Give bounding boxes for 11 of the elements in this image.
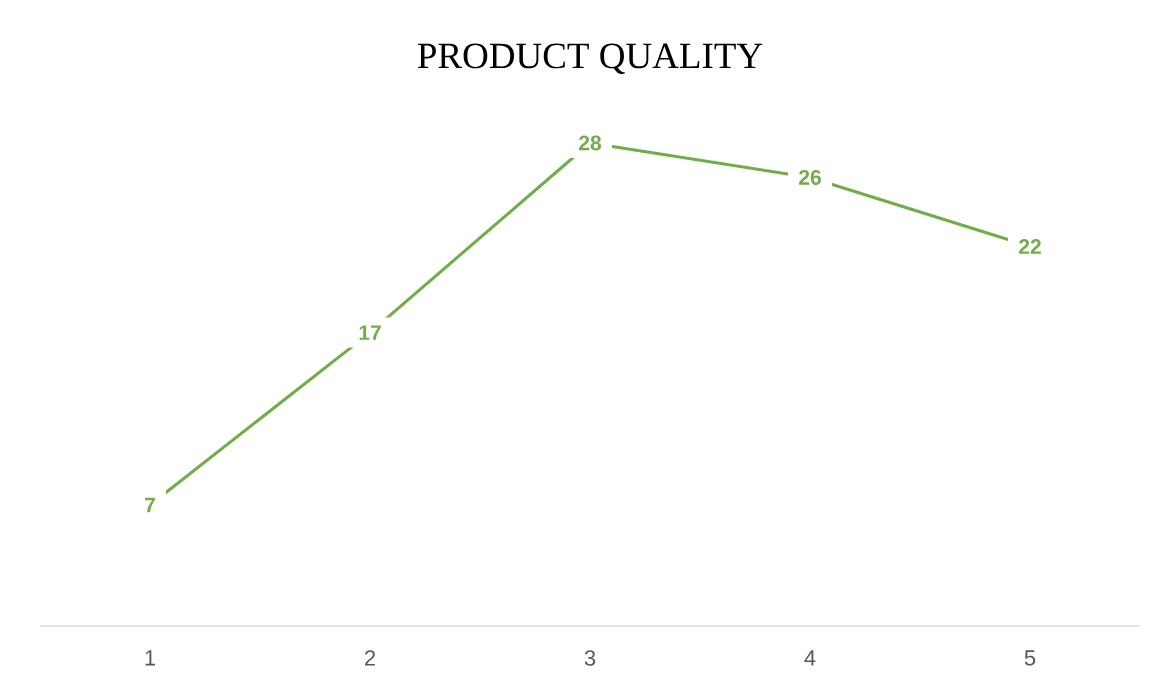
x-tick-label: 4 <box>804 650 816 666</box>
x-tick-label: 2 <box>364 650 375 666</box>
data-label: 22 <box>1019 239 1041 254</box>
data-label: 26 <box>799 170 821 185</box>
data-label: 28 <box>579 135 602 151</box>
x-tick-label: 5 <box>1024 650 1036 666</box>
chart-title: PRODUCT QUALITY <box>417 43 763 74</box>
x-tick-label: 1 <box>145 650 156 666</box>
x-tick-label: 3 <box>584 650 596 666</box>
data-label: 7 <box>145 497 155 513</box>
data-label: 17 <box>359 325 381 340</box>
